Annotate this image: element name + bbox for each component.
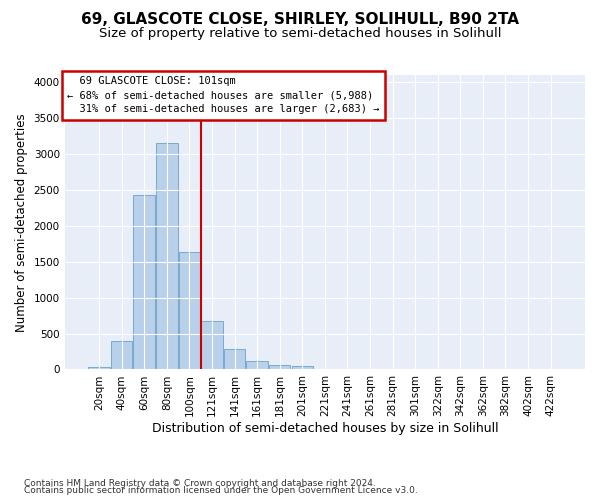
Y-axis label: Number of semi-detached properties: Number of semi-detached properties: [15, 113, 28, 332]
Bar: [111, 340, 133, 370]
Text: 69 GLASCOTE CLOSE: 101sqm
← 68% of semi-detached houses are smaller (5,988)
  31: 69 GLASCOTE CLOSE: 101sqm ← 68% of semi-…: [67, 76, 380, 114]
Text: Contains HM Land Registry data © Crown copyright and database right 2024.: Contains HM Land Registry data © Crown c…: [24, 478, 376, 488]
Bar: [133, 195, 155, 370]
Bar: [179, 252, 200, 370]
Bar: [247, 361, 268, 370]
Bar: [292, 366, 313, 370]
X-axis label: Distribution of semi-detached houses by size in Solihull: Distribution of semi-detached houses by …: [152, 422, 498, 435]
Text: 69, GLASCOTE CLOSE, SHIRLEY, SOLIHULL, B90 2TA: 69, GLASCOTE CLOSE, SHIRLEY, SOLIHULL, B…: [81, 12, 519, 28]
Text: Contains public sector information licensed under the Open Government Licence v3: Contains public sector information licen…: [24, 486, 418, 495]
Bar: [224, 348, 245, 370]
Text: Size of property relative to semi-detached houses in Solihull: Size of property relative to semi-detach…: [99, 28, 501, 40]
Bar: [201, 322, 223, 370]
Bar: [88, 368, 110, 370]
Bar: [156, 143, 178, 370]
Bar: [269, 365, 290, 370]
